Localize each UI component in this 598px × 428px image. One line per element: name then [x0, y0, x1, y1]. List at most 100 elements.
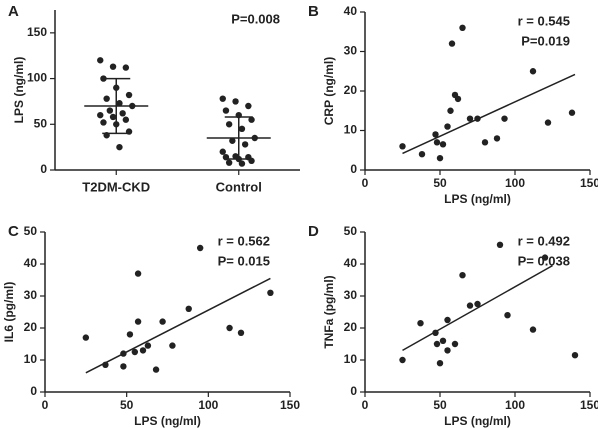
- data-point: [571, 352, 579, 359]
- y-tick-label: 20: [24, 320, 38, 334]
- data-point: [120, 363, 127, 370]
- y-tick-label: 30: [344, 44, 358, 58]
- x-tick-label: 100: [505, 176, 525, 190]
- y-tick-label: 10: [24, 352, 38, 366]
- y-tick-label: 0: [350, 162, 357, 176]
- data-point: [131, 348, 139, 356]
- x-tick-label: 150: [580, 176, 598, 190]
- x-tick-label: 0: [362, 176, 369, 190]
- data-point: [139, 347, 147, 354]
- data-point: [152, 366, 160, 373]
- data-point: [196, 244, 204, 252]
- y-tick-label: 40: [24, 256, 38, 270]
- data-point: [432, 131, 439, 138]
- data-point: [97, 111, 104, 119]
- data-point: [418, 151, 426, 158]
- x-tick-label: 150: [580, 398, 598, 412]
- data-point: [125, 91, 133, 99]
- y-axis-label: LPS (ng/ml): [12, 57, 26, 124]
- data-point: [399, 356, 406, 364]
- x-tick-label: Control: [216, 179, 262, 194]
- data-point: [459, 24, 466, 31]
- data-point: [433, 340, 441, 348]
- y-tick-label: 20: [344, 83, 358, 97]
- data-point: [444, 123, 451, 130]
- y-tick-label: 0: [350, 384, 357, 398]
- y-axis-label: TNFa (pg/ml): [322, 275, 336, 348]
- data-point: [109, 63, 117, 70]
- data-point: [82, 334, 90, 341]
- data-point: [159, 318, 166, 325]
- y-tick-label: 0: [40, 162, 47, 176]
- data-point: [97, 57, 104, 64]
- data-point: [185, 305, 192, 312]
- fit-line: [85, 277, 271, 374]
- data-point: [451, 340, 459, 348]
- data-point: [399, 143, 406, 150]
- x-tick-label: T2DM-CKD: [82, 179, 150, 194]
- panel-label: D: [308, 223, 319, 240]
- x-tick-label: 150: [280, 398, 300, 412]
- data-point: [219, 95, 226, 102]
- x-tick-label: 50: [433, 398, 447, 412]
- data-point: [237, 329, 245, 336]
- data-point: [225, 159, 233, 166]
- x-tick-label: 100: [198, 398, 218, 412]
- data-point: [238, 125, 246, 133]
- y-axis-label: CRP (ng/ml): [322, 57, 336, 125]
- fit-line: [402, 73, 576, 155]
- x-tick-label: 50: [120, 398, 134, 412]
- data-point: [504, 312, 511, 319]
- data-point: [433, 139, 441, 146]
- data-point: [544, 119, 552, 126]
- data-point: [229, 137, 236, 144]
- data-point: [109, 113, 117, 121]
- data-point: [122, 64, 130, 71]
- y-tick-label: 30: [344, 288, 358, 302]
- data-point: [417, 320, 424, 327]
- data-point: [444, 347, 451, 354]
- data-point: [232, 98, 239, 105]
- data-point: [102, 361, 109, 368]
- data-point: [474, 300, 481, 308]
- data-point: [144, 342, 152, 349]
- annotation: P= 0.015: [218, 253, 270, 268]
- panel-label: A: [8, 3, 19, 20]
- data-point: [100, 119, 107, 126]
- data-point: [459, 272, 466, 279]
- x-tick-label: 50: [433, 176, 447, 190]
- y-tick-label: 20: [344, 320, 358, 334]
- data-point: [106, 107, 114, 114]
- data-point: [474, 115, 481, 122]
- data-point: [126, 331, 134, 338]
- y-tick-label: 30: [24, 288, 38, 302]
- data-point: [225, 121, 233, 128]
- data-point: [245, 102, 252, 110]
- data-point: [226, 324, 233, 332]
- x-axis-label: LPS (ng/ml): [444, 414, 511, 428]
- data-point: [222, 107, 230, 114]
- y-tick-label: 50: [344, 224, 358, 238]
- x-axis-label: LPS (ng/ml): [134, 414, 201, 428]
- data-point: [501, 115, 508, 122]
- x-axis-label: LPS (ng/ml): [444, 192, 511, 206]
- data-point: [448, 40, 456, 47]
- data-point: [267, 289, 274, 296]
- data-point: [568, 109, 576, 116]
- data-point: [466, 115, 474, 122]
- data-point: [466, 302, 474, 309]
- data-point: [541, 254, 549, 261]
- annotation: r = 0.545: [518, 13, 570, 28]
- data-point: [169, 342, 176, 349]
- y-tick-label: 150: [27, 25, 47, 39]
- data-point: [439, 141, 447, 148]
- annotation: P=0.019: [521, 33, 570, 48]
- data-point: [529, 326, 537, 333]
- panel-label: B: [308, 3, 319, 20]
- y-axis-label: IL6 (pg/ml): [2, 282, 16, 343]
- data-point: [454, 95, 462, 103]
- data-point: [120, 350, 127, 357]
- x-tick-label: 100: [505, 398, 525, 412]
- annotation: P=0.008: [231, 11, 280, 26]
- data-point: [496, 241, 504, 248]
